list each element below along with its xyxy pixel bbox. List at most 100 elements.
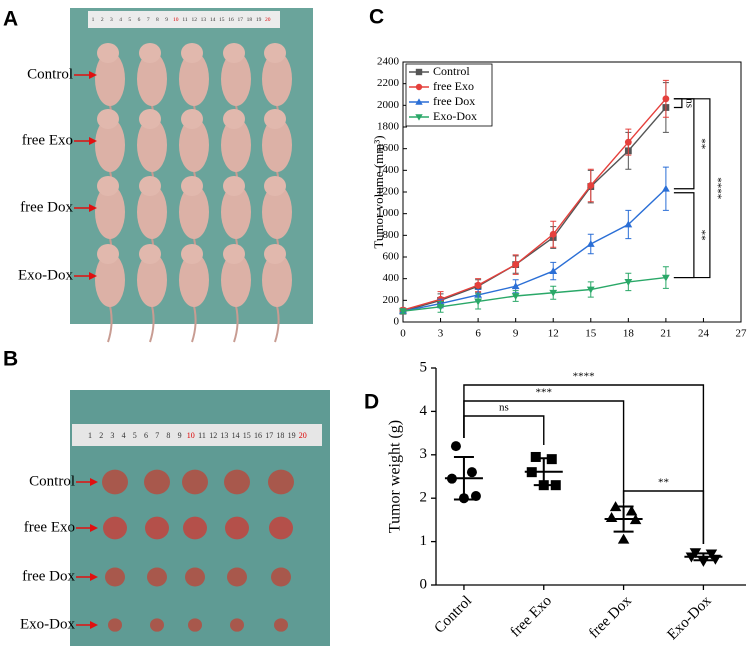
data-point: [530, 451, 541, 462]
arrow-head: [89, 137, 97, 145]
tumor: [224, 469, 250, 495]
ruler-number: 1: [88, 431, 92, 440]
tumor: [227, 567, 247, 587]
row-label: Control: [27, 66, 73, 82]
ruler: [72, 424, 322, 446]
mouse-tail: [149, 305, 155, 343]
data-point: [474, 281, 482, 289]
significance-label: **: [695, 138, 707, 149]
significance-bracket: [463, 384, 705, 544]
ruler-number: 16: [254, 431, 262, 440]
mouse-body: [221, 185, 251, 239]
mouse-head: [139, 109, 161, 129]
panel-letter: D: [364, 391, 379, 414]
arrow-head: [90, 478, 98, 486]
ruler-number: 12: [209, 431, 217, 440]
panel-letter: A: [3, 8, 18, 31]
legend-marker: [415, 98, 423, 105]
ruler-number: 5: [133, 431, 137, 440]
y-tick-label: 400: [383, 272, 400, 284]
y-tick-label: 3: [420, 446, 428, 462]
mouse-head: [223, 244, 245, 264]
legend-label: Control: [433, 64, 470, 78]
data-point: [587, 182, 595, 189]
tumor: [102, 469, 128, 495]
x-tick-label: free Exo: [507, 593, 555, 641]
data-point: [625, 505, 638, 516]
x-tick-label: 21: [660, 328, 671, 340]
error-bar: [453, 455, 474, 501]
mouse-body: [95, 185, 125, 239]
ruler-number: 18: [247, 17, 253, 23]
mouse-body: [262, 52, 292, 106]
ruler-number: 19: [256, 17, 262, 23]
ruler-number: 10: [187, 431, 195, 440]
ruler-number: 14: [210, 17, 216, 23]
ruler-number: 11: [182, 17, 188, 23]
mouse-body: [95, 52, 125, 106]
legend-label: free Dox: [433, 94, 475, 108]
y-axis-label: Tumor volume (mm³): [371, 135, 386, 248]
tumor: [144, 469, 170, 495]
data-point: [550, 480, 561, 491]
data-point: [705, 549, 718, 560]
data-point: [474, 298, 483, 306]
ruler-number: 4: [122, 431, 126, 440]
data-point: [549, 267, 558, 274]
x-tick-label: Exo-Dox: [664, 593, 715, 644]
mouse-tail: [107, 305, 113, 343]
ruler-number: 18: [276, 431, 284, 440]
tumor: [145, 516, 169, 540]
data-point: [662, 95, 670, 103]
mouse-tail: [191, 305, 197, 343]
ruler-number: 17: [265, 431, 273, 440]
data-point: [586, 240, 595, 247]
y-tick-label: 0: [394, 316, 400, 328]
x-tick-label: 18: [623, 328, 635, 340]
y-tick-label: 5: [420, 359, 428, 375]
tumor: [183, 516, 207, 540]
y-tick-label: 600: [383, 251, 400, 263]
significance-bracket: [673, 192, 695, 279]
ruler-number: 9: [165, 17, 168, 23]
tumor: [268, 469, 294, 495]
x-tick-label: 6: [475, 328, 481, 340]
tumor: [108, 618, 122, 632]
y-tick-label: 200: [383, 294, 400, 306]
ruler-number: 5: [128, 17, 131, 23]
tumor: [147, 567, 167, 587]
series-line: [402, 107, 667, 312]
mouse-head: [223, 43, 245, 63]
ruler-number: 6: [138, 17, 141, 23]
mouse-head: [97, 244, 119, 264]
y-tick-label: 2000: [377, 99, 400, 111]
legend-marker: [415, 68, 423, 76]
arrow-head: [90, 621, 98, 629]
ruler-number: 10: [173, 17, 179, 23]
legend-marker: [415, 83, 423, 91]
arrow-head: [89, 272, 97, 280]
ruler-number: 12: [191, 17, 197, 23]
x-tick-label: 27: [736, 328, 748, 340]
mouse-body: [179, 253, 209, 307]
significance-label: ***: [536, 387, 553, 399]
mouse-head: [139, 176, 161, 196]
ruler-number: 1: [92, 17, 95, 23]
row-label: free Dox: [20, 199, 73, 215]
panel-letter: C: [369, 6, 384, 29]
series-line: [402, 276, 666, 312]
ruler-number: 16: [228, 17, 234, 23]
series-line: [402, 98, 667, 311]
data-point: [605, 511, 618, 522]
data-point: [661, 184, 670, 192]
x-tick-label: 0: [400, 328, 406, 340]
data-point: [624, 279, 633, 286]
ruler: [88, 11, 280, 28]
tumor: [274, 618, 288, 632]
ruler-number: 3: [110, 431, 114, 440]
data-point: [399, 308, 407, 316]
tumor: [150, 618, 164, 632]
x-tick-label: free Dox: [586, 593, 635, 642]
significance-label: ****: [711, 177, 723, 199]
